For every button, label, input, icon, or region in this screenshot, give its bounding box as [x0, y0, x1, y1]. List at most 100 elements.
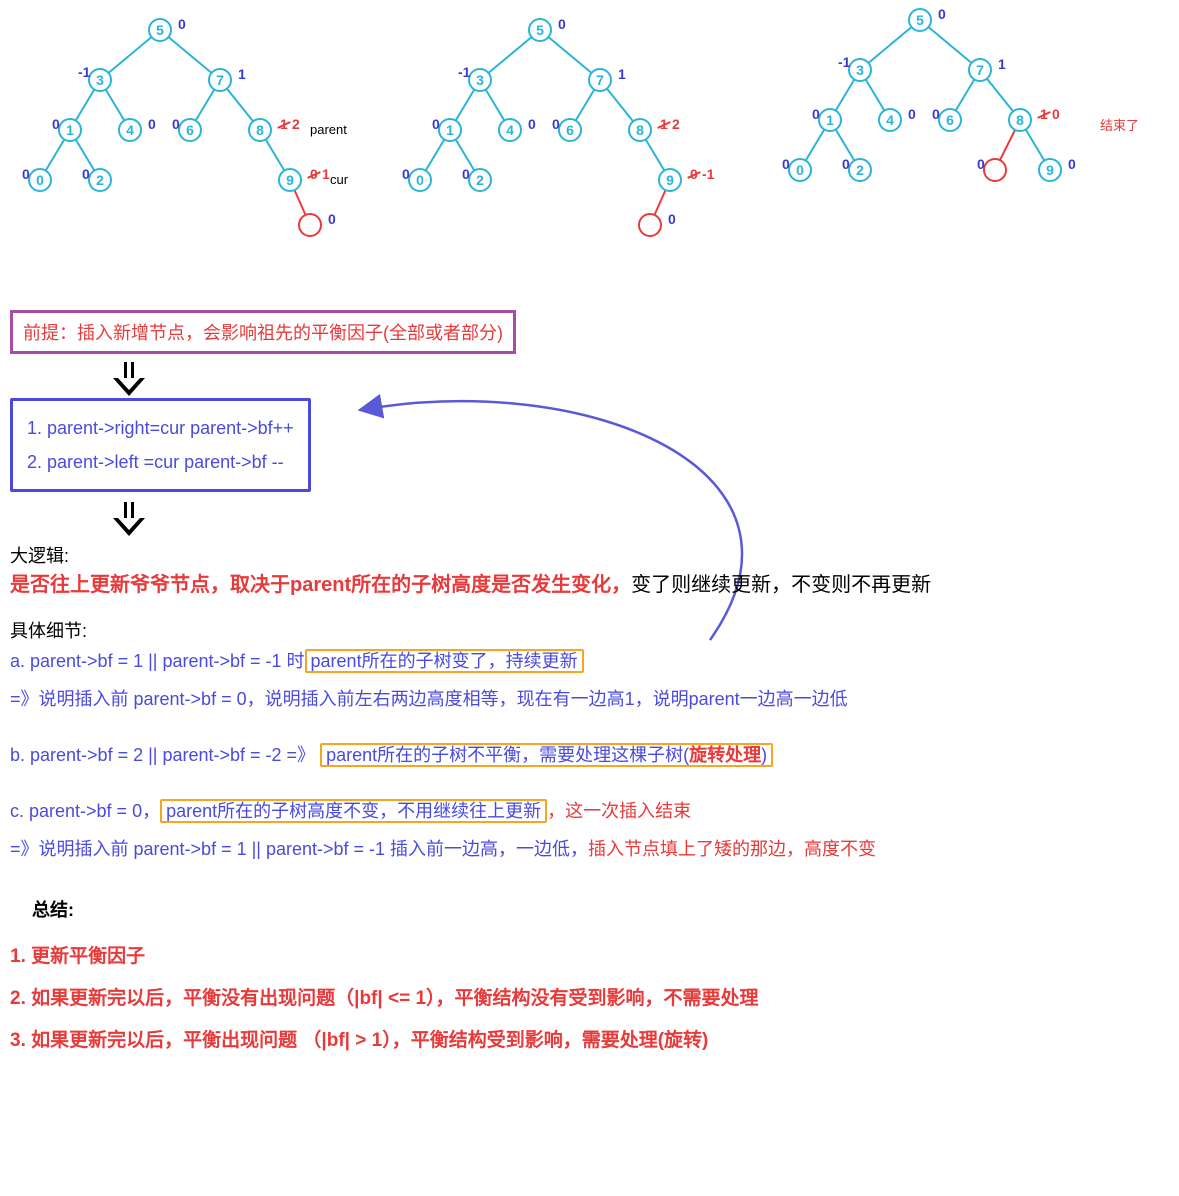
tree-node: 4: [118, 118, 142, 142]
tree-node: 1: [438, 118, 462, 142]
big-logic: 是否往上更新爷爷节点，取决于parent所在的子树高度是否发生变化，变了则继续更…: [10, 568, 1170, 597]
balance-factor: 0: [82, 166, 90, 182]
tree-node: 9: [278, 168, 302, 192]
balance-factor-new: 0: [1052, 106, 1060, 122]
details-block: a. parent->bf = 1 || parent->bf = -1 时pa…: [10, 643, 1170, 868]
tree-node: 5: [908, 8, 932, 32]
tree-node: 4: [498, 118, 522, 142]
tree-node: 7: [968, 58, 992, 82]
balance-factor: 0: [328, 211, 336, 227]
detail-c-box: parent所在的子树高度不变，不用继续往上更新: [160, 799, 547, 823]
rule-2: 2. parent->left =cur parent->bf --: [27, 445, 294, 479]
balance-factor-new: -1: [702, 166, 714, 182]
balance-factor: 1: [280, 116, 288, 132]
detail-c-prefix: c. parent->bf = 0，: [10, 801, 160, 821]
balance-factor: 1: [998, 56, 1006, 72]
balance-factor: 0: [938, 6, 946, 22]
tree-node: 3: [468, 68, 492, 92]
tree-node: 3: [88, 68, 112, 92]
arrow-down-2: [115, 502, 143, 538]
balance-factor: 0: [932, 106, 940, 122]
summary-block: 1. 更新平衡因子 2. 如果更新完以后，平衡没有出现问题（|bf| <= 1）…: [10, 936, 1170, 1061]
balance-factor: 1: [660, 116, 668, 132]
detail-c: c. parent->bf = 0，parent所在的子树高度不变，不用继续往上…: [10, 793, 1170, 831]
tree-node: 7: [588, 68, 612, 92]
premise-text: 前提：插入新增节点，会影响祖先的平衡因子(全部或者部分): [23, 323, 503, 343]
tree-node: 2: [468, 168, 492, 192]
balance-factor: -1: [458, 64, 470, 80]
balance-factor: 0: [22, 166, 30, 182]
balance-factor: 0: [782, 156, 790, 172]
detail-a: a. parent->bf = 1 || parent->bf = -1 时pa…: [10, 643, 1170, 681]
summary-1: 1. 更新平衡因子: [10, 936, 1170, 978]
balance-factor: 0: [690, 166, 698, 182]
balance-factor: 0: [402, 166, 410, 182]
detail-b-prefix: b. parent->bf = 2 || parent->bf = -2 =》: [10, 745, 315, 765]
balance-factor: 0: [178, 16, 186, 32]
tree-node: 1: [818, 108, 842, 132]
balance-factor: 0: [462, 166, 470, 182]
tree-node: 5: [528, 18, 552, 42]
balance-factor: 0: [310, 166, 318, 182]
arrow-down-1: [115, 362, 143, 398]
big-logic-black: 变了则继续更新，不变则不再更新: [631, 574, 931, 596]
balance-factor: 0: [668, 211, 676, 227]
balance-factor: 0: [552, 116, 560, 132]
big-logic-red: 是否往上更新爷爷节点，取决于parent所在的子树高度是否发生变化，: [10, 574, 631, 596]
tree-node: 9: [1038, 158, 1062, 182]
balance-factor: 0: [528, 116, 536, 132]
tree-node: 6: [938, 108, 962, 132]
balance-factor: 0: [148, 116, 156, 132]
big-logic-label: 大逻辑:: [10, 542, 1170, 568]
tree-node: 7: [208, 68, 232, 92]
summary-label: 总结:: [32, 896, 1170, 922]
detail-c-red: ，这一次插入结束: [547, 801, 691, 821]
tree-node: 4: [878, 108, 902, 132]
detail-b: b. parent->bf = 2 || parent->bf = -2 =》 …: [10, 737, 1170, 775]
summary-2: 2. 如果更新完以后，平衡没有出现问题（|bf| <= 1），平衡结构没有受到影…: [10, 978, 1170, 1020]
tree-node: 2: [88, 168, 112, 192]
balance-factor: 0: [52, 116, 60, 132]
balance-factor: 0: [558, 16, 566, 32]
tree-diagrams: 503-17110406081200209010parentcur503-171…: [0, 0, 1179, 260]
tree-label: parent: [310, 122, 347, 137]
tree-node: 9: [658, 168, 682, 192]
detail-b-box: parent所在的子树不平衡，需要处理这棵子树(旋转处理): [320, 743, 773, 767]
summary-3: 3. 如果更新完以后，平衡出现问题 （|bf| > 1），平衡结构受到影响，需要…: [10, 1020, 1170, 1062]
balance-factor: -1: [838, 54, 850, 70]
tree-node: 6: [558, 118, 582, 142]
balance-factor: 0: [1068, 156, 1076, 172]
rules-box: 1. parent->right=cur parent->bf++ 2. par…: [10, 398, 311, 492]
detail-a2: =》说明插入前 parent->bf = 0，说明插入前左右两边高度相等，现在有…: [10, 681, 1170, 719]
balance-factor: 0: [977, 156, 985, 172]
tree-node: 0: [28, 168, 52, 192]
balance-factor-new: 2: [292, 116, 300, 132]
detail-a-prefix: a. parent->bf = 1 || parent->bf = -1 时: [10, 651, 305, 671]
tree-node: 8: [628, 118, 652, 142]
premise-box: 前提：插入新增节点，会影响祖先的平衡因子(全部或者部分): [10, 310, 516, 354]
balance-factor: -1: [78, 64, 90, 80]
explanation-text: 前提：插入新增节点，会影响祖先的平衡因子(全部或者部分) 1. parent->…: [10, 310, 1170, 1062]
tree-node: 8: [248, 118, 272, 142]
balance-factor: 0: [432, 116, 440, 132]
balance-factor: 0: [842, 156, 850, 172]
tree-node: 2: [848, 158, 872, 182]
rule-1: 1. parent->right=cur parent->bf++: [27, 411, 294, 445]
tree-node: 6: [178, 118, 202, 142]
balance-factor-new: 2: [672, 116, 680, 132]
details-label: 具体细节:: [10, 617, 1170, 643]
tree-node: [638, 213, 662, 237]
tree-node: 3: [848, 58, 872, 82]
balance-factor: 0: [172, 116, 180, 132]
tree-node: 0: [788, 158, 812, 182]
detail-c2: =》说明插入前 parent->bf = 1 || parent->bf = -…: [10, 831, 1170, 869]
balance-factor: 1: [238, 66, 246, 82]
tree-node: [983, 158, 1007, 182]
tree-node: 1: [58, 118, 82, 142]
balance-factor-new: 1: [322, 166, 330, 182]
balance-factor: 1: [1040, 106, 1048, 122]
detail-a-box: parent所在的子树变了，持续更新: [305, 649, 584, 673]
tree-node: 8: [1008, 108, 1032, 132]
balance-factor: 1: [618, 66, 626, 82]
balance-factor: 0: [908, 106, 916, 122]
